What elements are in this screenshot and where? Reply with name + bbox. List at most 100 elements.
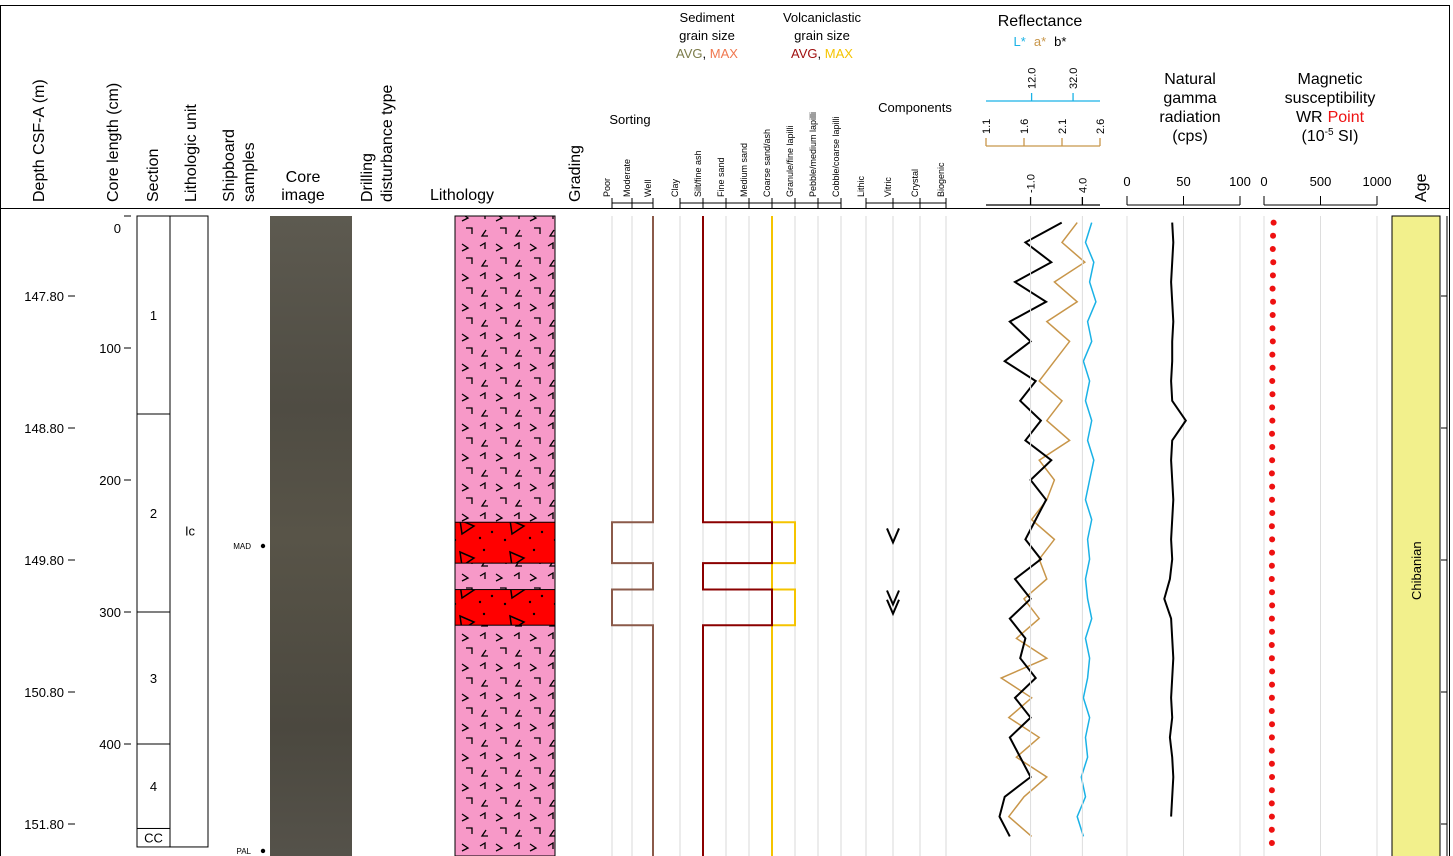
label: Moderate xyxy=(622,159,632,197)
label: Grading xyxy=(567,145,584,202)
magsus-point xyxy=(1269,312,1276,318)
legend: WR Point xyxy=(1296,109,1365,126)
magsus-point xyxy=(1268,760,1275,767)
label: MAD xyxy=(233,542,251,551)
label: Reflectance xyxy=(998,13,1083,30)
label: Drilling xyxy=(359,153,376,202)
label: Core length (cm) xyxy=(105,83,122,202)
label: Cobble/coarse lapilli xyxy=(831,116,841,197)
magsus-point xyxy=(1269,391,1276,398)
label: 2 xyxy=(150,506,157,521)
magsus-point xyxy=(1268,642,1275,648)
legend-entry: , xyxy=(818,46,825,61)
magsus-point xyxy=(1268,470,1275,477)
magsus-point xyxy=(1268,787,1275,794)
age-box xyxy=(1391,215,1441,856)
magsus-point xyxy=(1269,602,1276,609)
vitric-mark xyxy=(886,528,900,545)
label: Sediment xyxy=(680,10,735,25)
label: 1000 xyxy=(1363,174,1392,189)
magsus-point xyxy=(1270,219,1277,226)
magsus-point xyxy=(1268,576,1275,582)
legend: L* a* b* xyxy=(1014,34,1067,49)
magsus-point xyxy=(1268,800,1275,807)
section xyxy=(136,215,171,415)
label: 50 xyxy=(1176,174,1190,189)
unit-part: (10 xyxy=(1302,128,1325,145)
unit: (10-5 SI) xyxy=(1302,127,1359,145)
magsus-point xyxy=(1269,338,1276,345)
magsus-point xyxy=(1268,734,1275,741)
label: 100 xyxy=(1229,174,1251,189)
magsus-point xyxy=(1269,774,1276,780)
label: 150.80 xyxy=(24,685,64,700)
lithologic-unit xyxy=(169,215,209,848)
label: Granule/fine lapilli xyxy=(785,125,795,197)
label: Lithology xyxy=(430,187,494,204)
label: Magnetic xyxy=(1298,71,1363,88)
label: 300 xyxy=(99,605,121,620)
magsus-point xyxy=(1268,523,1275,530)
magsus-point xyxy=(1270,259,1277,266)
vitric-mark xyxy=(886,590,900,608)
magsus-point xyxy=(1269,510,1276,516)
label: 3 xyxy=(150,671,157,686)
legend-entry: MAX xyxy=(825,46,854,61)
label: image xyxy=(281,187,325,204)
label: 148.80 xyxy=(24,421,64,436)
label: 147.80 xyxy=(24,289,64,304)
label: Natural xyxy=(1164,71,1216,88)
magsus-point xyxy=(1269,444,1276,450)
sample xyxy=(260,543,266,549)
label: Biogenic xyxy=(936,162,946,197)
magsus-point xyxy=(1269,496,1276,503)
magsus-point xyxy=(1268,747,1275,754)
label: Ic xyxy=(185,523,196,538)
label: 4.0 xyxy=(1077,178,1089,193)
core-image xyxy=(270,216,352,856)
label: radiation xyxy=(1159,109,1220,126)
legend: AVG, MAX xyxy=(676,46,738,61)
magsus-point xyxy=(1268,655,1275,662)
sample xyxy=(260,848,266,854)
magsus-point xyxy=(1269,351,1276,358)
label: Silt/fine ash xyxy=(693,150,703,197)
label: 149.80 xyxy=(24,553,64,568)
magsus-point xyxy=(1268,826,1275,833)
label: Crystal xyxy=(910,169,920,197)
label: Poor xyxy=(602,178,612,197)
magsus-point xyxy=(1268,694,1275,701)
label: samples xyxy=(241,142,258,202)
label: Volcaniclastic xyxy=(783,10,862,25)
label: 0 xyxy=(1260,174,1267,189)
legend-entry: WR xyxy=(1296,109,1323,126)
layer: Depth CSF-A (m) Core length (cm) Section Li… xyxy=(24,10,1448,856)
label: 1 xyxy=(150,308,157,323)
label: Section xyxy=(145,149,162,202)
legend-entry: b* xyxy=(1054,34,1066,49)
label: PAL xyxy=(236,847,251,856)
magsus-point xyxy=(1269,549,1276,556)
magsus-point xyxy=(1269,325,1276,332)
magsus-point xyxy=(1269,668,1276,675)
label: Depth CSF-A (m) xyxy=(31,79,48,202)
magsus-point xyxy=(1269,364,1276,371)
legend-entry: , xyxy=(703,46,710,61)
magsus-point xyxy=(1269,417,1276,424)
reflectance-curve xyxy=(999,222,1087,837)
label: Sorting xyxy=(609,112,650,127)
label: Age xyxy=(1413,173,1430,202)
gamma-curve xyxy=(1163,222,1188,817)
label: 1.6 xyxy=(1019,119,1031,134)
magsus-point xyxy=(1270,232,1277,239)
coarse-bed xyxy=(454,589,556,626)
magsus-point xyxy=(1270,298,1277,305)
vitric-mark xyxy=(886,599,900,617)
coarse-bed xyxy=(454,521,556,564)
magsus-point xyxy=(1268,813,1275,820)
label: (cps) xyxy=(1172,128,1208,145)
legend-entry: AVG xyxy=(676,46,703,61)
magsus-point xyxy=(1269,483,1276,490)
label: 151.80 xyxy=(24,817,64,832)
